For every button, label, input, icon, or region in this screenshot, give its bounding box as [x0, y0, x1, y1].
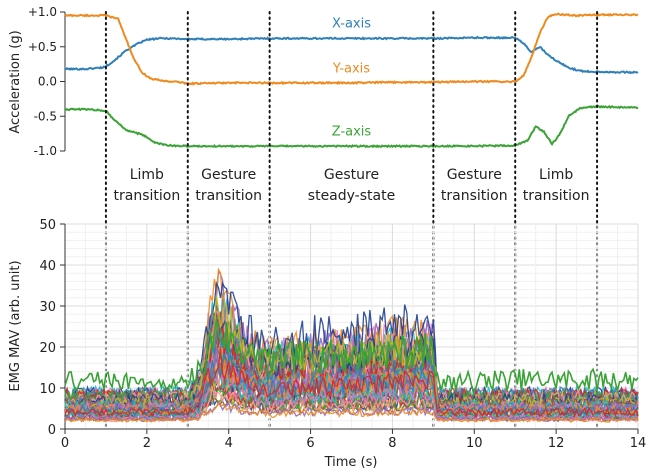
accel-panel: +1.0 +0.5 0.0 -0.5 -1.0 Acceleration (g) X-a… — [8, 5, 639, 158]
emg-y-tick-label: 30 — [39, 300, 56, 315]
phase-label: transition — [195, 188, 262, 204]
accel-series-line — [64, 35, 639, 75]
phase-label: steady-state — [308, 188, 395, 204]
phase-label: transition — [523, 188, 590, 204]
emg-channel-line — [64, 402, 639, 423]
accel-y-tick-label: -1.0 — [34, 144, 57, 158]
accel-y-label: Acceleration (g) — [8, 30, 23, 133]
accel-y-tick-label: 0.0 — [38, 75, 57, 89]
emg-x-tick-label: 2 — [143, 436, 151, 451]
accel-y-tick-label: +0.5 — [28, 40, 57, 54]
emg-x-ticks: 0 2 4 6 8 10 12 14 — [61, 429, 646, 451]
accel-y-tick-label: +1.0 — [28, 5, 57, 19]
emg-y-label: EMG MAV (arb. unit) — [8, 260, 23, 391]
emg-channel-line — [64, 348, 639, 418]
phase-label: Gesture — [447, 167, 502, 183]
accel-series-label: X-axis — [332, 16, 371, 31]
accel-series-label: Y-axis — [332, 61, 370, 76]
emg-x-tick-label: 10 — [466, 436, 483, 451]
emg-series — [64, 267, 639, 423]
phase-label: Gesture — [324, 167, 379, 183]
accel-y-ticks: +1.0 +0.5 0.0 -0.5 -1.0 — [28, 5, 65, 158]
emg-y-tick-label: 40 — [39, 259, 56, 274]
phase-labels: Limb transition Gesture transition Gesture st… — [114, 167, 590, 204]
emg-x-tick-label: 0 — [61, 436, 69, 451]
emg-x-tick-label: 14 — [630, 436, 647, 451]
emg-y-tick-label: 50 — [39, 218, 56, 233]
emg-x-tick-label: 12 — [548, 436, 565, 451]
emg-y-tick-label: 20 — [39, 341, 56, 356]
accel-series-label: Z-axis — [332, 125, 372, 140]
accel-series — [64, 12, 639, 149]
phase-label: Limb — [539, 167, 573, 183]
phase-label: transition — [441, 188, 508, 204]
accel-y-tick-label: -0.5 — [34, 109, 57, 123]
emg-channel-line — [64, 308, 639, 408]
accel-series-line — [64, 104, 639, 149]
emg-y-tick-label: 10 — [39, 382, 56, 397]
emg-panel: 0 10 20 30 40 50 0 2 4 6 8 10 12 14 EMG MAV (arb. un… — [8, 218, 646, 470]
emg-y-tick-label: 0 — [48, 423, 56, 438]
phase-label: Limb — [130, 167, 164, 183]
emg-channel-line — [64, 319, 639, 393]
phase-label: transition — [114, 188, 181, 204]
accel-series-line — [64, 12, 639, 86]
emg-channel-line — [64, 359, 639, 417]
emg-x-tick-label: 8 — [388, 436, 396, 451]
emg-channel-line — [64, 352, 639, 417]
emg-x-label: Time (s) — [324, 455, 378, 470]
accel-series-labels: X-axis Y-axis Z-axis — [332, 16, 372, 139]
phase-label: Gesture — [201, 167, 256, 183]
emg-channel-line — [64, 299, 639, 410]
emg-y-ticks: 0 10 20 30 40 50 — [39, 218, 65, 438]
emg-x-tick-label: 6 — [306, 436, 314, 451]
emg-x-tick-label: 4 — [225, 436, 233, 451]
